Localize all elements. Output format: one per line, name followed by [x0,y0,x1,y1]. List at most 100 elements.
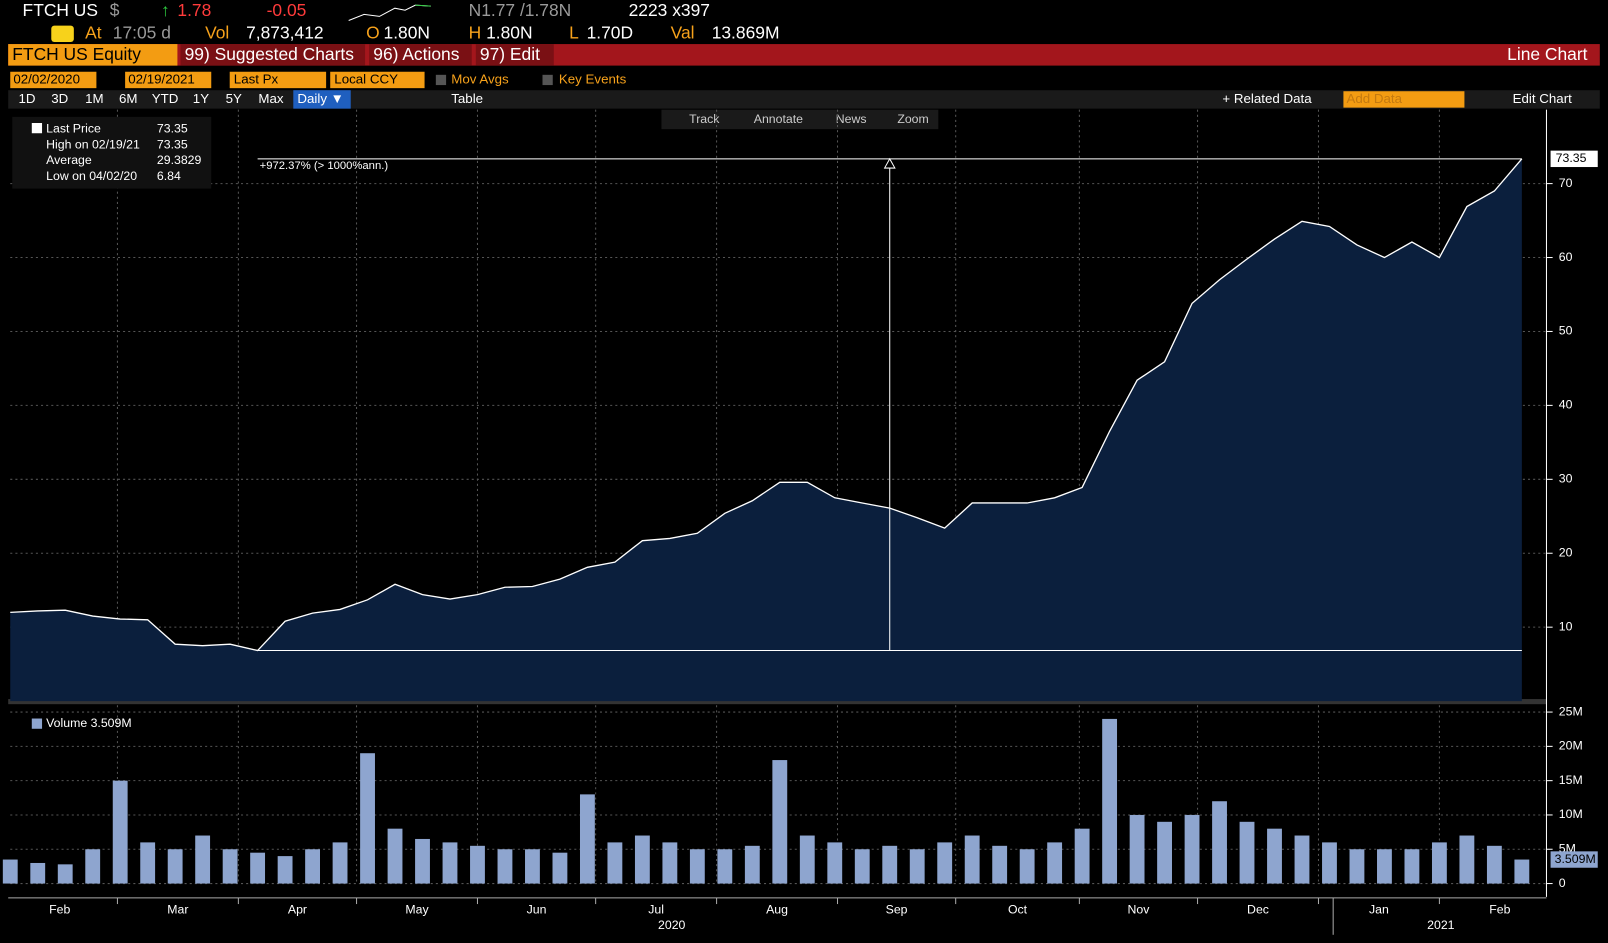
legend-label: Volume 3.509M [46,716,131,730]
price-line [10,158,1523,652]
volume-bar [525,849,540,884]
volume-bar [1486,845,1502,884]
volume-bar [1157,821,1172,884]
legend-swatch [31,718,43,729]
tool-button[interactable]: Track [689,112,720,126]
alert-icon[interactable] [51,25,74,43]
volume-bar [85,849,101,884]
edit-button[interactable] [475,44,554,66]
security-field[interactable] [8,44,178,66]
legend-label: Low on 04/02/20 [46,169,137,183]
suggested-button[interactable] [180,44,366,66]
frequency-button[interactable] [293,90,351,109]
volume-bar [1404,849,1420,884]
volume-bar [30,862,46,884]
period-button[interactable]: 1D [18,91,35,106]
x-tick-label: Feb [1489,902,1510,916]
y-tick-label: 70 [1559,176,1573,190]
volume-bar [579,794,595,884]
x-tick-label: May [405,902,429,916]
volume-bar [662,842,678,884]
key-events: Key Events [559,71,627,86]
volume-bar [937,842,953,884]
vol: 7,873,412 [246,22,323,42]
tool-button[interactable]: Annotate [754,112,803,126]
volume-bar [2,859,18,884]
change: -0.05 [267,0,307,20]
volume-bar [964,835,980,884]
volume-bar [277,856,293,884]
currency: $ [110,0,120,20]
period-button[interactable]: 3D [51,91,68,106]
volume-bar [387,828,403,884]
volume-bar [57,864,73,884]
pane-divider [8,699,1547,705]
chart-type: Line Chart [1507,44,1587,64]
currency-select[interactable] [330,71,425,89]
key-events-checkbox[interactable] [542,74,553,86]
volume-bar [1459,835,1475,884]
period-button[interactable]: 1M [85,91,104,106]
actions-button[interactable] [369,44,472,66]
period-button[interactable]: 1Y [193,91,209,106]
mov-avgs: Mov Avgs [451,71,509,86]
volume-bar [909,849,925,884]
tools-bar [661,109,939,130]
val-label: Val [671,22,695,42]
y-tick-label: 30 [1559,472,1573,486]
mov-avgs-checkbox[interactable] [435,74,447,86]
y-tick-label: 15M [1559,773,1583,787]
x-tick-label: Oct [1008,902,1028,916]
legend-value: 73.35 [157,137,188,151]
x-tick-label: Jun [527,902,547,916]
x-tick-label: Aug [766,902,788,916]
period-button[interactable]: 6M [119,91,138,106]
x-tick-label: Mar [167,902,188,916]
legend-box [12,116,212,189]
y-tick-label: 25M [1559,704,1583,718]
tool-button[interactable]: Zoom [897,112,928,126]
vol-label: Vol [205,22,229,42]
tool-button[interactable]: News [836,112,867,126]
volume-bar [799,835,815,884]
volume-bar [305,849,320,884]
bid-ask: N1.77 /1.78N [469,0,572,20]
annotation-label: +972.37% (> 1000%ann.) [260,160,389,172]
field-select[interactable] [229,71,327,89]
end-date-field[interactable] [125,71,212,89]
volume-bar [250,852,266,884]
y-tick-label: 60 [1559,250,1573,264]
volume-bar [1294,835,1310,884]
start-date-field[interactable] [10,71,97,89]
x-tick-label: Jan [1369,902,1389,916]
last-volume-flag [1550,851,1598,868]
end-date: 02/19/2021 [128,71,195,86]
related-data[interactable]: + Related Data [1222,91,1312,106]
volume-bar [992,845,1008,884]
volume-bar [415,838,430,884]
add-data-field[interactable] [1343,91,1465,108]
volume-bar [1514,859,1530,884]
period-button[interactable]: 5Y [226,91,242,106]
last-price-flag [1550,150,1598,168]
sparkline-tail [415,4,431,7]
y-tick-label: 10 [1559,619,1573,633]
price-area [10,158,1522,702]
volume-bar [882,845,898,884]
period-button[interactable]: Max [258,91,283,106]
x-tick-label: Nov [1128,902,1151,916]
period-button[interactable]: YTD [152,91,179,106]
volume-bar [360,753,375,884]
table-button[interactable]: Table [451,91,483,106]
frequency: Daily ▼ [297,91,343,106]
volume-bar [1129,814,1145,884]
volume-bar [497,849,513,884]
actions: 96) Actions [373,44,459,64]
edit: 97) Edit [480,44,540,64]
edit-chart[interactable]: Edit Chart [1513,91,1573,106]
volume-bar [1322,842,1337,884]
bid-ask-size: 2223 x397 [629,0,710,20]
val: 13.869M [712,22,780,42]
toolbar [8,90,1600,109]
volume-bar [689,849,705,884]
